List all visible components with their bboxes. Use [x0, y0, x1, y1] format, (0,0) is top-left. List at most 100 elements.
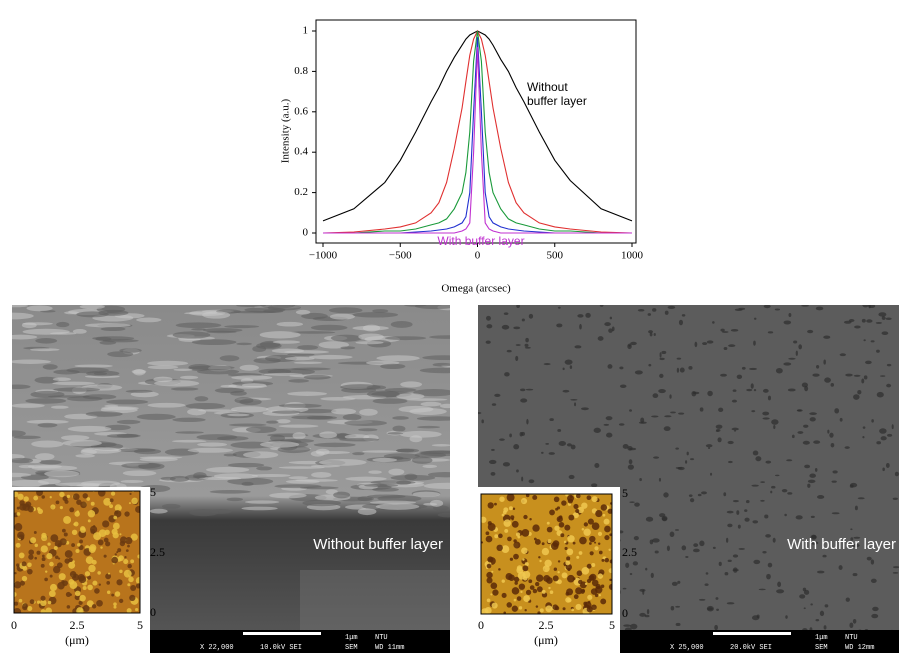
- afm-grain: [50, 575, 53, 578]
- afm-grain: [491, 571, 493, 573]
- grain: [197, 442, 227, 446]
- afm-grain: [111, 557, 118, 564]
- afm-grain: [113, 516, 117, 520]
- afm-grain: [30, 599, 35, 604]
- grain: [11, 403, 45, 407]
- afm-grain: [502, 545, 510, 553]
- pit: [492, 403, 496, 406]
- afm-grain: [485, 607, 492, 614]
- afm-grain: [36, 551, 40, 555]
- afm-grain: [22, 566, 27, 571]
- pit: [612, 326, 615, 331]
- pit: [776, 589, 784, 593]
- pit: [659, 513, 665, 517]
- pit: [664, 415, 671, 417]
- grain: [428, 472, 462, 477]
- afm-grain: [535, 539, 541, 545]
- pit: [577, 314, 583, 318]
- afm-grain: [30, 537, 36, 543]
- pit: [863, 426, 866, 428]
- grain: [170, 476, 189, 482]
- afm-grain: [104, 555, 107, 558]
- grain: [51, 406, 69, 409]
- pit: [525, 344, 529, 347]
- grain: [362, 450, 398, 452]
- pit: [809, 412, 817, 415]
- pit: [503, 462, 510, 466]
- info-text: 1μm: [815, 634, 828, 642]
- afm-grain: [75, 549, 79, 553]
- pit: [759, 589, 766, 591]
- afm-grain: [490, 593, 492, 595]
- afm-grain: [523, 576, 527, 580]
- afm-grain: [127, 545, 130, 548]
- pit: [738, 308, 745, 310]
- grain: [121, 463, 160, 469]
- pit: [700, 407, 704, 411]
- afm-grain: [22, 603, 27, 608]
- pit: [831, 383, 835, 387]
- afm-grain: [579, 537, 587, 545]
- grain: [9, 359, 51, 364]
- afm-grain: [80, 527, 86, 533]
- pit: [690, 458, 694, 460]
- afm-grain: [111, 594, 114, 597]
- pit: [775, 309, 780, 311]
- afm-grain: [536, 575, 543, 582]
- pit: [634, 503, 640, 507]
- grain: [387, 432, 403, 435]
- pit: [771, 486, 775, 489]
- pit: [698, 494, 702, 497]
- grain: [184, 312, 217, 314]
- pit: [648, 364, 651, 367]
- pit: [754, 389, 756, 391]
- grain: [210, 490, 251, 494]
- grain: [243, 451, 278, 458]
- pit: [658, 389, 666, 393]
- afm-grain: [523, 595, 530, 602]
- pit: [719, 562, 722, 566]
- afm-grain: [571, 609, 574, 612]
- pit: [816, 307, 824, 311]
- afm-grain: [74, 511, 80, 517]
- grain: [302, 500, 341, 506]
- afm-grain: [498, 534, 503, 539]
- pit: [676, 623, 681, 626]
- afm-grain: [86, 556, 94, 564]
- afm-grain: [511, 518, 513, 520]
- pit: [693, 543, 698, 547]
- afm-grain: [487, 598, 491, 602]
- pit: [868, 304, 875, 308]
- grain: [245, 500, 279, 503]
- afm-grain: [34, 531, 37, 534]
- pit: [757, 615, 760, 619]
- pit: [786, 459, 792, 461]
- afm-grain: [91, 502, 95, 506]
- inset-unit: (μm): [65, 633, 89, 647]
- pit: [650, 333, 653, 337]
- pit: [489, 460, 496, 464]
- pit: [481, 419, 484, 423]
- pit: [699, 541, 704, 547]
- pit: [811, 516, 815, 518]
- pit: [728, 441, 734, 444]
- afm-grain: [601, 559, 604, 562]
- pit: [793, 340, 797, 343]
- pit: [768, 563, 773, 568]
- pit: [865, 361, 872, 365]
- grain: [311, 472, 331, 478]
- pit: [739, 548, 745, 550]
- afm-grain: [575, 587, 582, 594]
- grain: [103, 339, 139, 342]
- grain: [358, 428, 377, 431]
- pit: [787, 492, 792, 495]
- grain: [352, 312, 398, 318]
- afm-grain: [28, 549, 34, 555]
- grain: [417, 426, 440, 429]
- grain: [81, 481, 120, 487]
- afm-grain: [494, 503, 497, 506]
- afm-grain: [73, 493, 80, 500]
- afm-grain: [24, 496, 29, 501]
- pit: [707, 340, 714, 343]
- pit: [651, 415, 658, 417]
